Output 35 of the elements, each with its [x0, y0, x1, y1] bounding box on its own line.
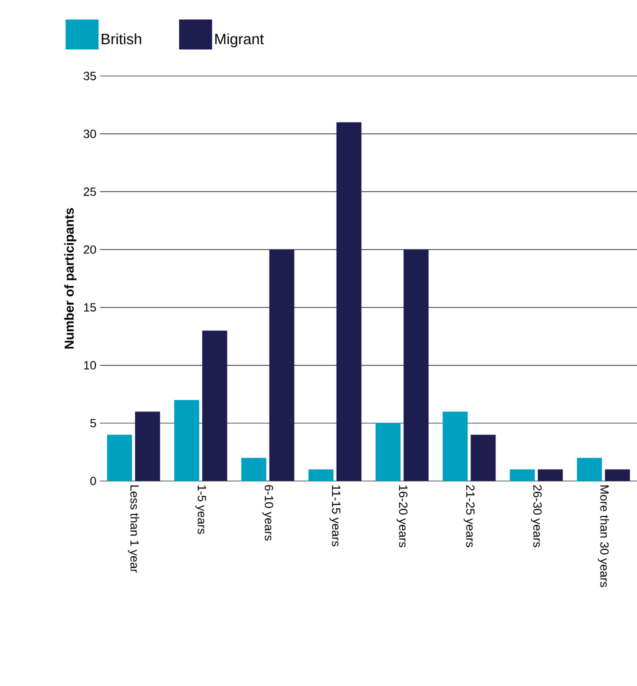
x-tick-label: Less than 1 year	[128, 485, 140, 573]
bar	[107, 434, 132, 481]
y-tick-label: 25	[84, 187, 96, 196]
bar	[404, 250, 429, 481]
bar	[576, 458, 602, 481]
y-tick-label: 35	[84, 72, 96, 80]
bar	[241, 458, 266, 481]
y-tick-label: 30	[84, 130, 96, 138]
y-tick-label: 15	[84, 303, 96, 312]
bar	[336, 122, 362, 481]
bar	[376, 423, 401, 481]
x-tick-label: 1-5 years	[195, 485, 206, 534]
bar	[538, 469, 563, 481]
bar	[604, 469, 630, 481]
bar	[174, 400, 200, 481]
x-tick-label: 16-20 years	[396, 485, 408, 548]
legend-label: Migrant	[215, 33, 264, 48]
bar	[269, 250, 294, 481]
x-tick-label: 6-10 years	[262, 485, 274, 541]
bar	[470, 434, 496, 481]
bar	[202, 330, 228, 481]
y-axis-title: Number of participants	[64, 208, 76, 349]
legend-label: British	[102, 33, 142, 44]
y-tick-label: 5	[90, 418, 96, 428]
y-tick-label: 0	[90, 476, 96, 486]
bar	[308, 469, 334, 481]
x-tick-label: More than 30 years	[598, 485, 610, 588]
bar	[135, 412, 160, 481]
y-tick-label: 20	[84, 245, 96, 254]
x-tick-label: 21-25 years	[464, 485, 475, 548]
x-tick-label: 11-15 years	[330, 485, 340, 546]
x-tick-label: 26-30 years	[530, 485, 542, 548]
bar	[442, 412, 468, 481]
bar	[510, 469, 535, 481]
y-tick-label: 10	[84, 361, 96, 370]
